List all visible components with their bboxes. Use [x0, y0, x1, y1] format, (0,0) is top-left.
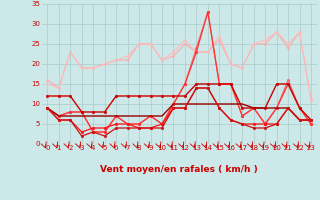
X-axis label: Vent moyen/en rafales ( km/h ): Vent moyen/en rafales ( km/h ) — [100, 165, 258, 174]
